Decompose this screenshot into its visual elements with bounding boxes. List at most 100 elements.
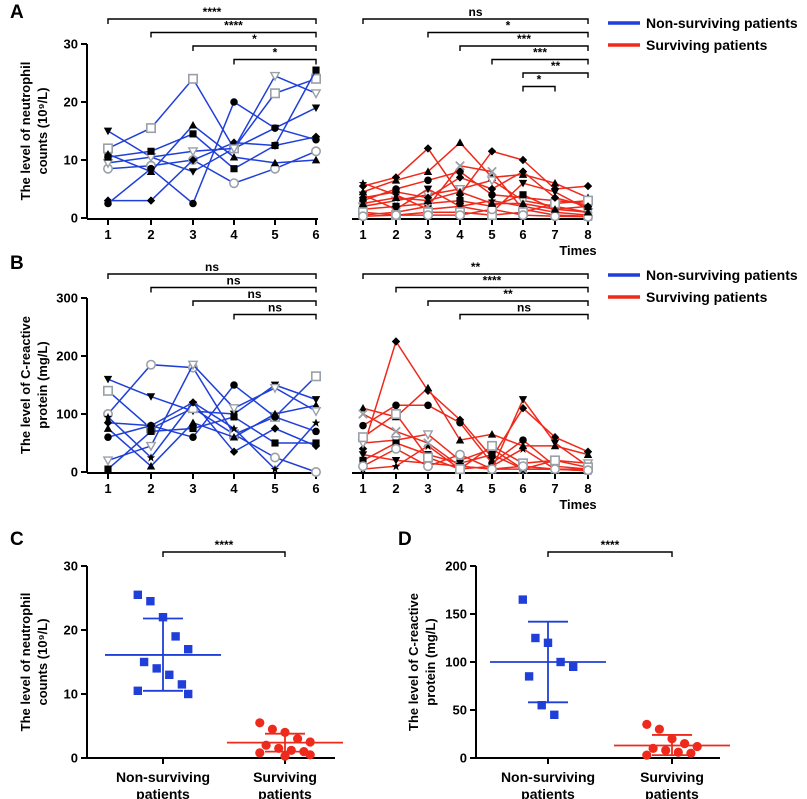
x-category-label: Non-surviving patients [501,769,595,799]
series-line [107,375,317,436]
data-point [424,176,432,185]
data-point [423,185,433,194]
significance-bracket [491,58,589,65]
panel-letter: A [10,2,24,23]
data-point [550,188,560,197]
significance-label: ** [551,59,561,73]
data-point [455,203,465,211]
y-axis-label-line: counts (10⁹/L) [35,618,50,705]
data-point [310,89,322,99]
data-point [293,734,303,744]
x-tick-label: 5 [488,227,495,242]
data-point [519,191,527,199]
x-tick-label: 4 [456,481,464,496]
data-point [424,401,432,410]
data-point [152,664,161,673]
series-line [362,147,589,197]
data-point [312,66,320,74]
data-point [531,633,540,643]
x-tick-label: 5 [271,481,278,496]
x-category-label-line: Non-surviving [116,769,210,785]
x-tick-label: 2 [392,227,399,242]
x-tick-label: 2 [147,227,154,242]
x-tick-label: 7 [551,227,558,242]
data-point [359,456,367,464]
data-point [146,196,156,205]
data-point [104,433,112,441]
data-point [188,418,198,427]
x-category-label: Surviving patients [640,769,704,799]
y-axis-label: The level of C-reactive protein (mg/L) [406,593,438,731]
data-point [230,381,238,389]
legend-label: Surviving patients [646,37,768,53]
significance-bracket [233,58,317,65]
data-point [391,337,401,346]
significance-bracket [459,45,589,51]
data-point [228,404,240,414]
series-line [362,164,589,218]
x-tick-label: 5 [488,481,495,496]
data-point [146,462,156,470]
x-tick-label: 1 [104,481,111,496]
data-point [423,441,433,451]
data-point [230,413,238,421]
y-tick-label: 50 [453,703,467,718]
y-tick-label: 20 [64,623,78,638]
significance-label: **** [215,538,234,552]
legend-label: Non-surviving patients [646,15,798,31]
data-point [488,451,496,459]
significance-label: * [537,73,542,87]
significance-label: **** [203,5,222,19]
data-point [454,449,465,460]
x-tick-label: 7 [551,481,558,496]
data-point [146,123,157,134]
y-tick-label: 100 [56,407,78,422]
y-axis-label: The level of neutrophil counts (10⁹/L) [18,62,50,201]
data-point [537,701,546,710]
x-tick-label: 5 [271,227,278,242]
series-line [362,191,589,213]
data-point [550,179,560,187]
data-point [391,462,401,471]
data-point [487,184,497,194]
data-point [229,424,239,433]
significance-label: * [252,32,257,46]
data-point [255,718,265,728]
y-tick-label: 20 [64,95,78,110]
y-axis-label: The level of neutrophil counts (10⁹/L) [18,593,50,732]
x-tick-label: 3 [189,227,196,242]
significance-label: * [273,46,278,60]
x-tick-label: 1 [359,227,366,242]
series-line [362,447,589,472]
data-point [267,724,277,734]
data-point [358,409,368,419]
x-tick-label: 6 [519,227,526,242]
data-point [423,167,433,175]
series-line [107,416,316,470]
data-point [423,144,433,153]
data-point [422,461,433,472]
data-point [269,88,280,99]
x-tick-label: 2 [147,481,154,496]
y-axis-label-line: protein (mg/L) [35,341,50,428]
data-point [312,427,320,436]
data-point [518,167,528,176]
series-line [362,386,589,456]
data-point [642,750,652,760]
data-point [519,436,527,444]
series-line [107,150,317,185]
data-point [486,464,497,475]
series-line [362,339,589,459]
data-point [228,144,240,155]
significance-label: ns [247,287,261,301]
data-point [147,421,155,430]
data-point [103,424,113,432]
panel-letter: C [10,529,24,550]
data-point [549,464,560,475]
x-tick-label: 6 [312,481,319,496]
panel-letter: B [10,253,24,274]
data-point [391,193,401,202]
x-category-label-line: patients [258,786,312,799]
data-point [189,199,197,208]
panel-a-line-chart: A The level of neutrophil counts (10⁹/L) 0 1… [10,2,798,258]
